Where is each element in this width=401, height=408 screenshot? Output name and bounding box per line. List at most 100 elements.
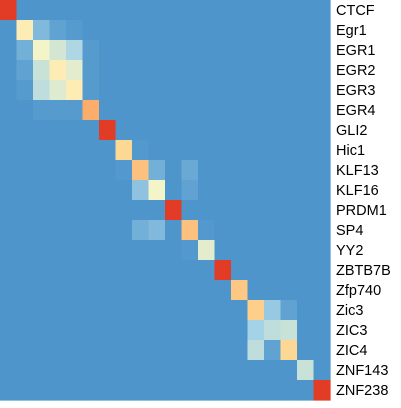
heatmap-cell <box>280 20 298 41</box>
heatmap-cell <box>297 120 315 141</box>
heatmap-cell <box>0 80 18 101</box>
heatmap-cell <box>33 240 51 261</box>
heatmap-cell <box>148 380 166 401</box>
heatmap-cell <box>148 180 166 201</box>
heatmap-cell <box>49 300 67 321</box>
row-label: EGR4 <box>336 103 376 119</box>
heatmap-cell <box>264 360 282 381</box>
heatmap-cell <box>231 20 249 41</box>
heatmap-cell <box>313 60 331 81</box>
heatmap-cell <box>247 380 265 401</box>
heatmap-cell <box>165 260 183 281</box>
heatmap-cell <box>165 160 183 181</box>
heatmap-cell <box>280 100 298 121</box>
heatmap-cell <box>198 260 216 281</box>
heatmap-cell <box>264 220 282 241</box>
heatmap-cell <box>16 320 34 341</box>
heatmap-cell <box>165 300 183 321</box>
heatmap-cell <box>165 380 183 401</box>
heatmap-cell <box>313 220 331 241</box>
heatmap-cell <box>16 200 34 221</box>
heatmap-cell <box>132 280 150 301</box>
heatmap-cell <box>280 120 298 141</box>
heatmap-cell <box>49 260 67 281</box>
heatmap-cell <box>82 60 100 81</box>
heatmap-cell <box>181 60 199 81</box>
heatmap-cell <box>297 280 315 301</box>
heatmap-cell <box>297 180 315 201</box>
heatmap-cell <box>198 160 216 181</box>
heatmap-cell <box>214 100 232 121</box>
heatmap-cell <box>82 340 100 361</box>
heatmap-cell <box>297 80 315 101</box>
heatmap-cell <box>49 160 67 181</box>
heatmap-cell <box>33 20 51 41</box>
heatmap-cell <box>165 40 183 61</box>
heatmap-cell <box>33 320 51 341</box>
heatmap-cell <box>264 40 282 61</box>
heatmap-cell <box>0 280 18 301</box>
heatmap-cell <box>231 140 249 161</box>
heatmap-cell <box>214 300 232 321</box>
heatmap-cell <box>280 80 298 101</box>
heatmap-cell <box>66 300 84 321</box>
heatmap-cell <box>264 0 282 21</box>
row-label: ZIC4 <box>336 343 367 359</box>
heatmap-cell <box>66 340 84 361</box>
heatmap-cell <box>33 180 51 201</box>
heatmap-cell <box>198 60 216 81</box>
heatmap-cell <box>181 100 199 121</box>
heatmap-cell <box>198 120 216 141</box>
heatmap-cell <box>297 220 315 241</box>
heatmap-cell <box>148 320 166 341</box>
heatmap-cell <box>115 140 133 161</box>
heatmap-cell <box>181 120 199 141</box>
heatmap-cell <box>66 180 84 201</box>
heatmap-cell <box>297 160 315 181</box>
heatmap-cell <box>66 320 84 341</box>
heatmap-cell <box>66 380 84 401</box>
heatmap-cell <box>297 320 315 341</box>
heatmap-cell <box>264 120 282 141</box>
row-label: KLF16 <box>336 183 379 199</box>
heatmap-cell <box>181 280 199 301</box>
heatmap-cell <box>297 380 315 401</box>
heatmap-cell <box>148 80 166 101</box>
heatmap-cell <box>115 320 133 341</box>
heatmap-cell <box>132 340 150 361</box>
heatmap-cell <box>16 120 34 141</box>
heatmap-cell <box>148 0 166 21</box>
heatmap-cell <box>181 160 199 181</box>
heatmap-cell <box>264 260 282 281</box>
heatmap-cell <box>115 40 133 61</box>
heatmap-cell <box>66 40 84 61</box>
heatmap-cell <box>66 360 84 381</box>
heatmap-cell <box>198 40 216 61</box>
heatmap-cell <box>280 320 298 341</box>
heatmap-cell <box>198 200 216 221</box>
heatmap-cell <box>66 200 84 221</box>
heatmap-cell <box>165 240 183 261</box>
heatmap-cell <box>66 220 84 241</box>
heatmap-cell <box>148 220 166 241</box>
heatmap-cell <box>231 300 249 321</box>
row-label: ZBTB7B <box>336 263 391 279</box>
row-label: KLF13 <box>336 163 379 179</box>
heatmap-cell <box>198 100 216 121</box>
heatmap-cell <box>313 380 331 401</box>
heatmap-cell <box>165 20 183 41</box>
heatmap-cell <box>198 360 216 381</box>
heatmap-cell <box>33 140 51 161</box>
heatmap-cell <box>198 220 216 241</box>
heatmap-cell <box>99 260 117 281</box>
heatmap-cell <box>33 300 51 321</box>
heatmap-cell <box>280 340 298 361</box>
heatmap-cell <box>66 140 84 161</box>
heatmap-cell <box>247 320 265 341</box>
heatmap-cell <box>214 260 232 281</box>
heatmap-cell <box>264 80 282 101</box>
heatmap-cell <box>49 240 67 261</box>
heatmap-cell <box>49 320 67 341</box>
heatmap-cell <box>264 160 282 181</box>
